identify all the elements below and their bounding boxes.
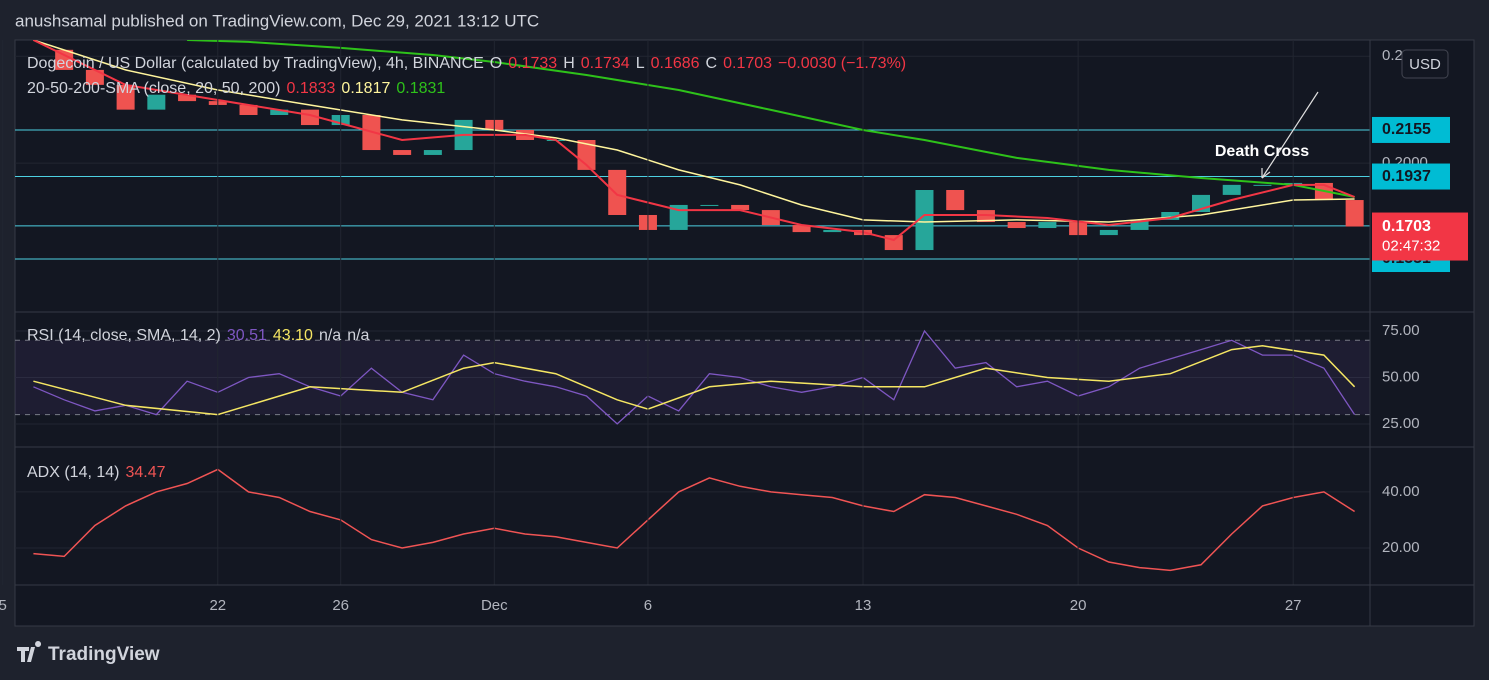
- x-tick-label: 22: [209, 597, 226, 614]
- candle: [239, 104, 258, 115]
- legend-item: C: [706, 55, 718, 72]
- candle: [1007, 222, 1026, 229]
- candle: [792, 225, 811, 233]
- y-tick-label: 50.00: [1382, 368, 1420, 385]
- candle: [884, 235, 903, 251]
- legend-item: L: [636, 55, 645, 72]
- adx-pane: [15, 468, 1370, 572]
- x-tick-label: Dec: [481, 597, 508, 614]
- last-price: 0.1703: [1382, 218, 1431, 235]
- legend-item: n/a: [347, 327, 369, 344]
- legend-item: 34.47: [125, 464, 165, 481]
- legend-item: 0.1831: [396, 80, 445, 97]
- x-tick-label: 5: [0, 597, 7, 614]
- candle: [147, 94, 166, 110]
- x-tick-label: 26: [332, 597, 349, 614]
- candle: [915, 189, 934, 251]
- level-tag-label: 0.1937: [1382, 168, 1431, 185]
- tradingview-logo: TradingView: [17, 641, 160, 665]
- legend: ADX (14, 14) 34.47: [27, 464, 166, 481]
- y-tick-label: 25.00: [1382, 415, 1420, 432]
- x-tick-label: 20: [1070, 597, 1087, 614]
- legend-item: 0.1817: [341, 80, 390, 97]
- publish-header: anushsamal published on TradingView.com,…: [15, 11, 539, 30]
- chart-frame: [14, 39, 1475, 627]
- legend-item: O: [490, 55, 502, 72]
- legend: 20-50-200-SMA (close, 20, 50, 200) 0.1833…: [27, 80, 445, 97]
- x-tick-label: 6: [644, 597, 652, 614]
- y-tick-label: 75.00: [1382, 322, 1420, 339]
- sma-line: [33, 345, 1356, 416]
- x-tick-label: 27: [1285, 597, 1302, 614]
- legend: RSI (14, close, SMA, 14, 2) 30.51 43.10 n/a…: [27, 327, 370, 344]
- annotation-arrowhead: [1261, 168, 1271, 179]
- legend-item: 0.1734: [581, 55, 630, 72]
- candle: [946, 189, 965, 211]
- candle: [1253, 184, 1272, 186]
- candle: [393, 150, 412, 155]
- x-tick-label: 13: [855, 597, 872, 614]
- legend-item: 43.10: [273, 327, 313, 344]
- last-price-tag: [1372, 212, 1468, 261]
- countdown: 02:47:32: [1382, 238, 1440, 255]
- legend-item: 0.1686: [651, 55, 700, 72]
- legend-item: Dogecoin / US Dollar (calculated by Trad…: [27, 55, 484, 72]
- legend-item: 0.1733: [508, 55, 557, 72]
- rsi-pane: [15, 329, 1370, 425]
- candle: [700, 204, 719, 206]
- candle: [423, 150, 442, 155]
- sma200-line: [187, 40, 1355, 198]
- footer-brand: TradingView: [48, 644, 160, 665]
- main-pane: [15, 40, 1370, 260]
- legend-item: n/a: [319, 327, 341, 344]
- sma20-line: [32, 40, 1355, 242]
- annotation: Death Cross: [1215, 143, 1309, 160]
- sma50-line: [33, 40, 1355, 223]
- y-tick-label: 40.00: [1382, 483, 1420, 500]
- legend-item: 0.1833: [286, 80, 335, 97]
- candle: [1161, 212, 1180, 220]
- legend-item: 30.51: [227, 327, 267, 344]
- candle: [1345, 200, 1364, 227]
- y-tick-label: 20.00: [1382, 539, 1420, 556]
- candle: [270, 109, 289, 115]
- candle: [85, 69, 104, 85]
- candle: [1038, 222, 1057, 229]
- annotation-arrow: [1261, 91, 1319, 179]
- candle: [669, 204, 688, 230]
- legend-item: 20-50-200-SMA (close, 20, 50, 200): [27, 80, 280, 97]
- level-tag-label: 0.2155: [1382, 121, 1431, 138]
- chart-layer: 52226Dec61320270.25000.200075.0050.0025.…: [0, 40, 1468, 614]
- candle: [178, 94, 197, 102]
- candle: [823, 229, 842, 233]
- legend: Dogecoin / US Dollar (calculated by Trad…: [27, 55, 906, 72]
- currency-button[interactable]: [1401, 49, 1449, 79]
- legend-item: H: [563, 55, 575, 72]
- candle: [116, 84, 135, 110]
- legend-item: −0.0030 (−1.73%): [778, 55, 906, 72]
- candle: [1099, 229, 1118, 236]
- candle: [731, 204, 750, 211]
- level-tag: [1372, 116, 1450, 143]
- legend-item: RSI (14, close, SMA, 14, 2): [27, 327, 221, 344]
- line-line: [33, 468, 1356, 572]
- candle: [55, 49, 74, 70]
- level-tag: [1372, 163, 1450, 190]
- currency-label: USD: [1409, 56, 1441, 73]
- legend-item: ADX (14, 14): [27, 464, 119, 481]
- candle: [1130, 219, 1149, 230]
- candle: [976, 210, 995, 223]
- candle: [1222, 184, 1241, 195]
- candle: [608, 169, 627, 215]
- legend-item: 0.1703: [723, 55, 772, 72]
